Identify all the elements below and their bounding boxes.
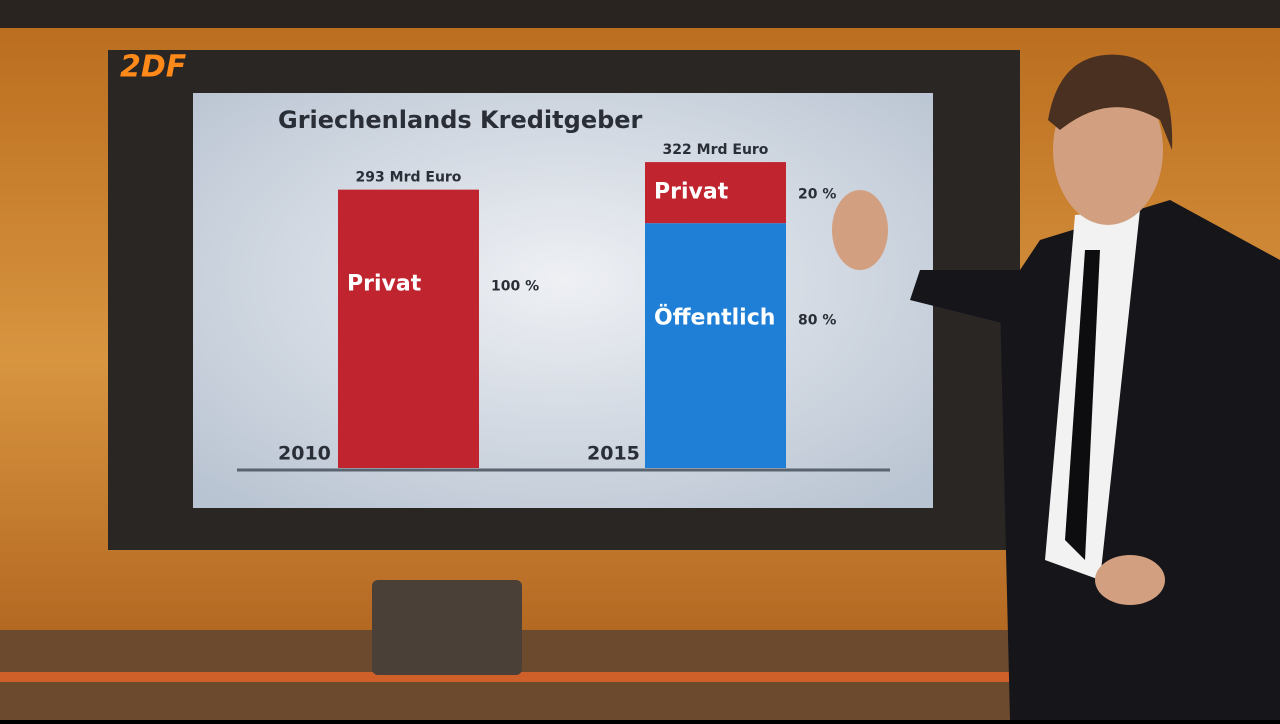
chart-title: Griechenlands Kreditgeber [278,106,643,134]
chart-panel [193,93,933,508]
total-label: 293 Mrd Euro [356,170,462,186]
x-tick-label: 2015 [587,443,640,465]
total-label: 322 Mrd Euro [663,142,769,158]
bar-segment [645,162,786,224]
presenter: 2DF [120,50,1280,720]
value-label: 20 % [798,187,836,203]
bar-segment [338,189,479,468]
segment-label: Öffentlich [654,304,775,330]
chair [372,580,522,675]
value-label: 80 % [798,312,836,328]
bars: 2010 293 Mrd Euro Privat 100 % 2015 322 Mrd E… [278,142,836,468]
ceiling [0,0,1280,28]
bar-segment [645,223,786,468]
x-tick-label: 2010 [278,443,331,465]
value-label: 100 % [491,279,539,295]
segment-label: Privat [347,272,422,297]
channel-logo: 2DF [120,50,187,85]
segment-label: Privat [654,180,729,205]
desk-edge [0,672,1280,682]
